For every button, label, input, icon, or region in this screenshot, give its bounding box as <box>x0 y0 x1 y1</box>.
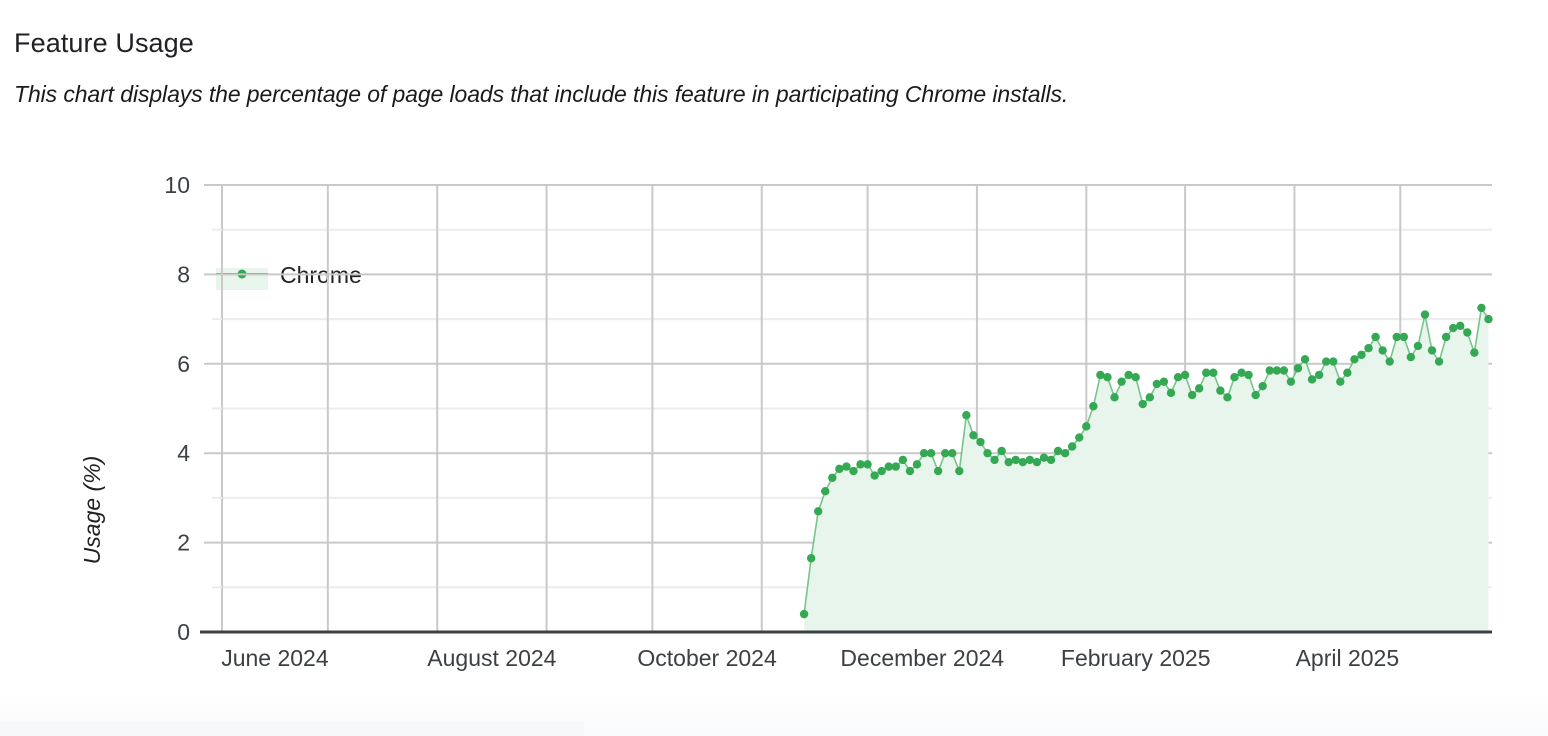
x-axis-tick-labels: June 2024 August 2024 October 2024 December… <box>221 645 1399 671</box>
y-tick-label: 10 <box>164 172 190 198</box>
y-tick-label: 0 <box>177 619 190 645</box>
chart-axis-lines <box>200 184 1492 634</box>
chart-series-chrome <box>799 303 1493 632</box>
x-tick-label: October 2024 <box>637 645 777 671</box>
y-tick-label: 2 <box>177 530 190 556</box>
page-title: Feature Usage <box>14 28 194 58</box>
chart-svg[interactable]: Chrome 0 2 4 6 8 10 June 2024 August 2024 Octob… <box>0 120 1548 690</box>
x-tick-label: February 2025 <box>1061 645 1211 671</box>
y-axis-tick-labels: 0 2 4 6 8 10 <box>164 172 190 645</box>
x-tick-label: June 2024 <box>221 645 329 671</box>
usage-chart: Chrome 0 2 4 6 8 10 June 2024 August 2024 Octob… <box>0 120 1548 690</box>
y-tick-label: 8 <box>177 261 190 287</box>
y-axis-title: Usage (%) <box>79 456 105 565</box>
y-tick-label: 6 <box>177 351 190 377</box>
y-tick-label: 4 <box>177 440 190 466</box>
bottom-gutter <box>0 690 1548 736</box>
horizontal-scrollbar[interactable] <box>0 722 584 736</box>
page-subtitle: This chart displays the percentage of pa… <box>14 81 1069 107</box>
x-tick-label: August 2024 <box>427 645 556 671</box>
x-tick-label: April 2025 <box>1296 645 1400 671</box>
chart-legend: Chrome <box>216 262 362 290</box>
x-tick-label: December 2024 <box>840 645 1004 671</box>
